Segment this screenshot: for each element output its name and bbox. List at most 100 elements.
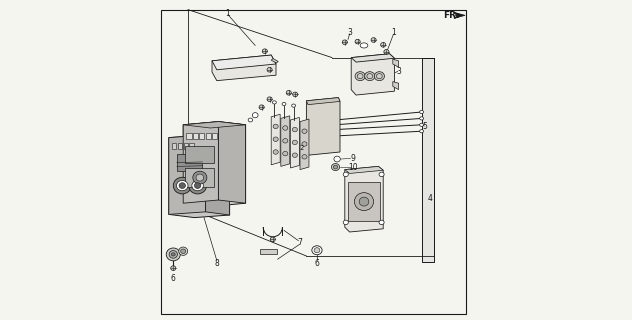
Polygon shape bbox=[393, 82, 399, 90]
Ellipse shape bbox=[267, 68, 272, 72]
Text: 3: 3 bbox=[396, 67, 401, 76]
Ellipse shape bbox=[420, 117, 423, 120]
Ellipse shape bbox=[283, 139, 288, 143]
Ellipse shape bbox=[262, 49, 267, 53]
Text: 6: 6 bbox=[171, 274, 176, 283]
Ellipse shape bbox=[171, 253, 175, 256]
Text: 9: 9 bbox=[350, 154, 355, 163]
Polygon shape bbox=[307, 98, 340, 155]
Ellipse shape bbox=[343, 220, 348, 225]
Bar bbox=[172, 143, 176, 149]
Polygon shape bbox=[345, 166, 383, 232]
Text: 2: 2 bbox=[300, 145, 304, 151]
Ellipse shape bbox=[293, 140, 298, 145]
Ellipse shape bbox=[331, 164, 339, 171]
Ellipse shape bbox=[380, 43, 386, 47]
Text: 7: 7 bbox=[297, 238, 302, 247]
Ellipse shape bbox=[377, 74, 382, 79]
Ellipse shape bbox=[286, 91, 291, 95]
Ellipse shape bbox=[365, 72, 375, 81]
Text: 3: 3 bbox=[347, 28, 352, 37]
Bar bbox=[348, 182, 380, 221]
Polygon shape bbox=[290, 117, 300, 168]
Ellipse shape bbox=[420, 130, 423, 133]
Ellipse shape bbox=[173, 177, 191, 194]
Ellipse shape bbox=[293, 127, 298, 132]
Ellipse shape bbox=[270, 237, 276, 242]
Ellipse shape bbox=[283, 126, 288, 130]
Ellipse shape bbox=[314, 248, 320, 253]
Bar bbox=[199, 133, 204, 139]
Ellipse shape bbox=[420, 123, 423, 126]
Bar bbox=[177, 154, 202, 171]
Ellipse shape bbox=[188, 177, 207, 194]
Ellipse shape bbox=[367, 74, 373, 79]
Ellipse shape bbox=[343, 40, 348, 44]
Ellipse shape bbox=[359, 197, 369, 206]
Ellipse shape bbox=[355, 39, 360, 44]
Ellipse shape bbox=[193, 171, 207, 184]
Ellipse shape bbox=[360, 43, 368, 48]
Ellipse shape bbox=[273, 124, 278, 129]
Polygon shape bbox=[271, 114, 280, 165]
Ellipse shape bbox=[267, 97, 272, 101]
Ellipse shape bbox=[355, 72, 365, 81]
Polygon shape bbox=[351, 54, 394, 62]
Ellipse shape bbox=[293, 92, 298, 97]
Polygon shape bbox=[183, 122, 219, 203]
Polygon shape bbox=[212, 55, 276, 70]
Ellipse shape bbox=[334, 156, 340, 162]
Polygon shape bbox=[212, 55, 276, 81]
Text: 4: 4 bbox=[427, 194, 432, 203]
Ellipse shape bbox=[371, 38, 376, 42]
Ellipse shape bbox=[248, 118, 253, 122]
Polygon shape bbox=[422, 58, 434, 262]
Polygon shape bbox=[345, 166, 383, 173]
Polygon shape bbox=[351, 54, 394, 95]
Polygon shape bbox=[205, 135, 229, 215]
Ellipse shape bbox=[379, 172, 384, 177]
Bar bbox=[205, 133, 210, 139]
Ellipse shape bbox=[196, 174, 204, 181]
Bar bbox=[178, 143, 182, 149]
Polygon shape bbox=[183, 122, 246, 206]
Ellipse shape bbox=[181, 249, 186, 253]
Bar bbox=[260, 249, 277, 254]
Ellipse shape bbox=[192, 180, 204, 191]
Polygon shape bbox=[271, 59, 278, 63]
Text: 1: 1 bbox=[391, 28, 396, 37]
Polygon shape bbox=[169, 135, 229, 218]
Bar bbox=[189, 143, 194, 149]
Bar bbox=[185, 168, 214, 187]
Polygon shape bbox=[183, 122, 246, 128]
Ellipse shape bbox=[272, 101, 276, 104]
Ellipse shape bbox=[179, 183, 185, 188]
Ellipse shape bbox=[171, 266, 176, 270]
Polygon shape bbox=[169, 135, 205, 214]
Polygon shape bbox=[219, 122, 246, 203]
Bar bbox=[193, 133, 198, 139]
Ellipse shape bbox=[333, 165, 337, 169]
Ellipse shape bbox=[293, 153, 298, 157]
Ellipse shape bbox=[283, 151, 288, 156]
Text: 5: 5 bbox=[422, 122, 427, 131]
Ellipse shape bbox=[169, 251, 178, 258]
Text: 6: 6 bbox=[315, 259, 319, 268]
Text: 1: 1 bbox=[226, 9, 231, 18]
Ellipse shape bbox=[379, 220, 384, 225]
Bar bbox=[183, 143, 188, 149]
Ellipse shape bbox=[357, 74, 363, 79]
Polygon shape bbox=[281, 116, 289, 166]
Ellipse shape bbox=[343, 172, 348, 177]
Ellipse shape bbox=[166, 248, 180, 261]
Ellipse shape bbox=[302, 155, 307, 159]
Text: 8: 8 bbox=[214, 259, 219, 268]
Polygon shape bbox=[300, 119, 309, 170]
Bar bbox=[186, 133, 191, 139]
Ellipse shape bbox=[384, 50, 389, 54]
Ellipse shape bbox=[282, 102, 286, 106]
Ellipse shape bbox=[252, 113, 258, 118]
Ellipse shape bbox=[355, 193, 374, 211]
Ellipse shape bbox=[374, 72, 384, 81]
Ellipse shape bbox=[179, 247, 188, 255]
